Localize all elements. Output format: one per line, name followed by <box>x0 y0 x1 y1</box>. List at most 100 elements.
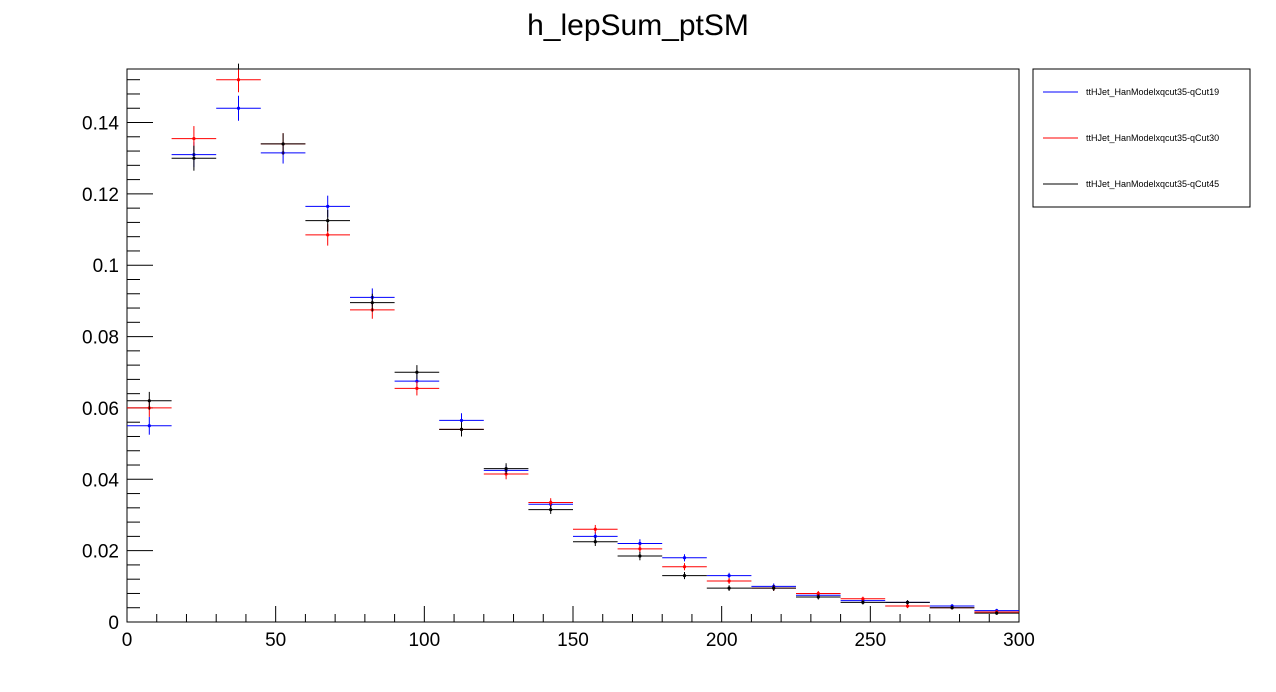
y-tick-label: 0.02 <box>82 542 119 563</box>
data-point <box>305 209 350 232</box>
data-point <box>216 95 261 121</box>
data-point <box>483 463 529 474</box>
data-point <box>617 551 663 561</box>
point-marker <box>950 606 954 610</box>
point-marker <box>326 219 330 223</box>
point-marker <box>905 600 910 604</box>
point-marker <box>281 142 285 146</box>
data-point <box>706 572 752 579</box>
data-point <box>662 554 707 562</box>
series-3 <box>127 63 1019 615</box>
point-marker <box>192 156 196 160</box>
legend-label: ttHJet_HanModelxqcut35-qCut45 <box>1086 179 1219 189</box>
point-marker <box>549 508 553 512</box>
data-point <box>840 596 886 601</box>
point-marker <box>995 611 999 615</box>
point-marker <box>638 541 642 546</box>
axis-tick-labels: 0 50 100 150 200 250 300 0 0.02 0.04 0.06 0.08 0.1 0.… <box>82 114 1035 651</box>
x-tick-label: 200 <box>706 630 738 651</box>
data-point <box>796 590 841 596</box>
point-marker <box>727 579 731 583</box>
point-marker <box>861 600 865 604</box>
data-point <box>573 524 618 534</box>
y-tick-label: 0.1 <box>93 256 119 277</box>
point-marker <box>682 565 687 569</box>
data-point <box>573 537 618 547</box>
data-point <box>796 594 841 600</box>
series-1 <box>127 95 1019 613</box>
data-point <box>439 422 484 437</box>
point-marker <box>727 574 731 578</box>
point-marker <box>459 418 464 423</box>
y-tick-label: 0.06 <box>82 399 119 420</box>
data-point <box>974 611 1019 615</box>
data-point <box>751 585 796 591</box>
data-point <box>662 572 707 580</box>
legend-label: ttHJet_HanModelxqcut35-qCut30 <box>1086 133 1219 143</box>
point-marker <box>638 547 642 551</box>
data-point <box>528 505 573 514</box>
legend-label: ttHJet_HanModelxqcut35-qCut19 <box>1086 87 1219 97</box>
chart-title: h_lepSum_ptSM <box>527 9 749 42</box>
point-marker <box>147 399 151 403</box>
axis-ticks <box>126 79 1020 623</box>
point-marker <box>236 106 241 110</box>
point-marker <box>326 233 330 237</box>
point-marker <box>415 386 419 390</box>
point-marker <box>638 554 642 558</box>
x-tick-label: 0 <box>122 630 133 651</box>
point-marker <box>593 540 597 544</box>
series-layer <box>127 63 1019 615</box>
data-point <box>171 145 217 171</box>
point-marker <box>682 556 687 560</box>
series-2 <box>127 69 1019 614</box>
point-marker <box>772 586 776 590</box>
point-marker <box>192 136 196 141</box>
data-point <box>127 416 172 435</box>
data-point <box>840 600 886 605</box>
data-point <box>216 63 261 70</box>
y-tick-label: 0.14 <box>82 114 119 135</box>
x-tick-label: 300 <box>1003 630 1035 651</box>
legend: ttHJet_HanModelxqcut35-qCut19 ttHJet_HanM… <box>1032 68 1251 208</box>
point-marker <box>593 534 597 538</box>
x-tick-label: 100 <box>408 630 440 651</box>
y-tick-label: 0.04 <box>82 470 119 491</box>
legend-entry: ttHJet_HanModelxqcut35-qCut19 <box>1043 87 1219 97</box>
legend-entry: ttHJet_HanModelxqcut35-qCut30 <box>1043 133 1219 143</box>
data-point <box>216 69 261 93</box>
y-tick-label: 0.08 <box>82 328 119 349</box>
point-marker <box>727 586 731 590</box>
point-marker <box>370 301 374 305</box>
point-marker <box>147 424 151 428</box>
point-marker <box>415 370 419 374</box>
x-tick-label: 150 <box>557 630 589 651</box>
point-marker <box>459 427 464 431</box>
point-marker <box>236 78 241 82</box>
point-marker <box>549 500 553 505</box>
point-marker <box>905 604 910 608</box>
point-marker <box>326 204 330 208</box>
y-tick-label: 0 <box>108 613 119 634</box>
legend-entry: ttHJet_HanModelxqcut35-qCut45 <box>1043 179 1219 189</box>
x-tick-label: 250 <box>854 630 886 651</box>
point-marker <box>682 574 687 578</box>
data-point <box>706 578 752 584</box>
data-point <box>127 391 172 410</box>
data-point <box>885 600 930 605</box>
data-point <box>929 605 975 610</box>
data-point <box>394 365 440 380</box>
data-point <box>260 133 306 155</box>
y-tick-label: 0.12 <box>82 185 119 206</box>
point-marker <box>816 595 820 599</box>
point-marker <box>861 597 865 601</box>
x-tick-label: 50 <box>265 630 286 651</box>
data-point <box>394 381 440 396</box>
plot-frame <box>126 68 1020 623</box>
point-marker <box>504 466 508 471</box>
point-marker <box>816 591 820 596</box>
data-point <box>706 585 752 591</box>
data-point <box>662 563 707 571</box>
